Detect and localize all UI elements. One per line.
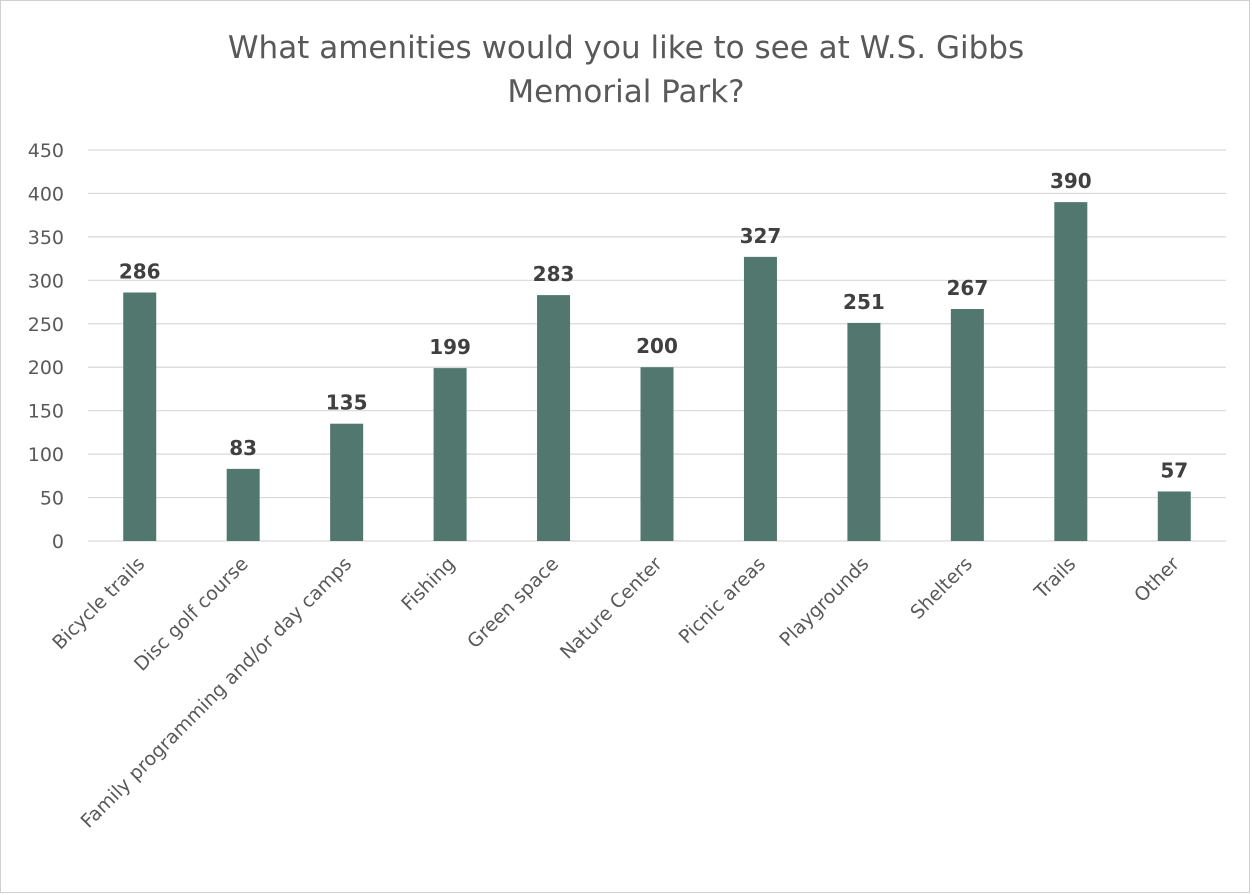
chart-title-line-1: What amenities would you like to see at … <box>227 30 1025 66</box>
x-tick-label: Playgrounds <box>775 553 873 651</box>
y-tick-label: 450 <box>28 140 64 162</box>
bar <box>123 292 157 541</box>
bar <box>1157 491 1191 541</box>
bar <box>433 368 467 541</box>
data-label: 199 <box>429 335 471 359</box>
data-label: 251 <box>843 290 885 314</box>
data-label: 327 <box>740 224 782 248</box>
y-tick-label: 250 <box>28 314 64 336</box>
x-tick-label: Fishing <box>397 553 459 615</box>
data-label: 200 <box>636 334 678 358</box>
y-tick-label: 100 <box>28 444 64 466</box>
bar <box>1054 202 1088 541</box>
bar <box>226 468 260 541</box>
data-label: 83 <box>229 436 257 460</box>
data-label: 267 <box>946 276 988 300</box>
data-labels: 286 83 135 199 283 200 327 251 267 390 57 <box>119 169 1188 482</box>
y-tick-label: 350 <box>28 227 64 249</box>
chart-title-line-2: Memorial Park? <box>507 74 745 110</box>
x-tick-label: Other <box>1130 553 1184 607</box>
x-tick-label: Disc golf course <box>130 553 253 676</box>
x-tick-label: Shelters <box>906 553 977 624</box>
x-tick-label: Trails <box>1030 553 1081 604</box>
bar <box>950 309 984 541</box>
bar <box>330 423 364 541</box>
data-label: 57 <box>1160 458 1188 482</box>
data-label: 390 <box>1050 169 1092 193</box>
data-label: 135 <box>326 391 368 415</box>
x-tick-label: Bicycle trails <box>48 553 149 654</box>
bar <box>640 367 674 541</box>
x-tick-label: Picnic areas <box>675 553 770 648</box>
y-tick-label: 300 <box>28 270 64 292</box>
y-tick-label: 400 <box>28 183 64 205</box>
y-tick-label: 0 <box>52 531 64 553</box>
chart-title: What amenities would you like to see at … <box>0 26 1252 114</box>
bars <box>123 202 1191 541</box>
y-tick-label: 200 <box>28 357 64 379</box>
y-tick-label: 150 <box>28 401 64 423</box>
data-label: 283 <box>533 262 575 286</box>
bar <box>537 295 571 541</box>
bar <box>743 256 777 541</box>
y-axis-ticks: 0 50 100 150 200 250 300 350 400 450 <box>28 140 64 553</box>
bar <box>847 322 881 541</box>
y-tick-label: 50 <box>40 488 64 510</box>
x-tick-label: Nature Center <box>556 553 667 664</box>
x-tick-label: Green space <box>463 553 563 653</box>
data-label: 286 <box>119 259 161 283</box>
